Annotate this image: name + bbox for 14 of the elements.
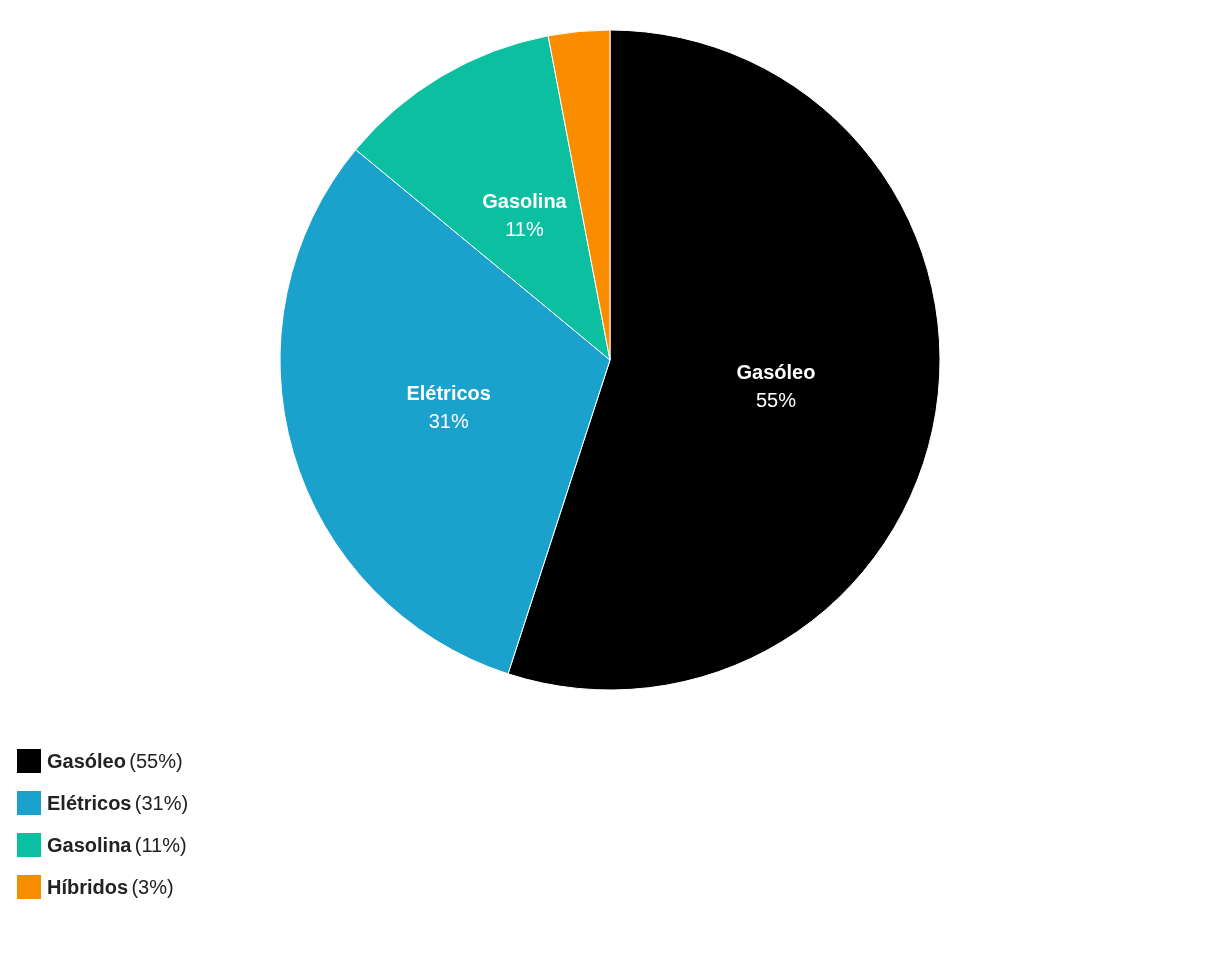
text: (55%) [129, 750, 183, 772]
data-label: 11% [505, 218, 544, 241]
slice-label: Gasóleo [736, 361, 816, 384]
legend-label: Elétricos [47, 792, 132, 814]
data-label: 31% [428, 409, 469, 432]
text: (31%) [134, 792, 189, 814]
legend-label: Gasóleo [47, 750, 126, 772]
slice-label: Gasolina [482, 190, 568, 213]
data-label: 55% [755, 389, 797, 412]
slice-label: Elétricos [406, 381, 491, 404]
text: (3%) [131, 876, 174, 898]
legend-label: Gasolina [47, 834, 133, 856]
text: (11%) [134, 834, 187, 856]
legend-label: Híbridos [47, 876, 129, 898]
